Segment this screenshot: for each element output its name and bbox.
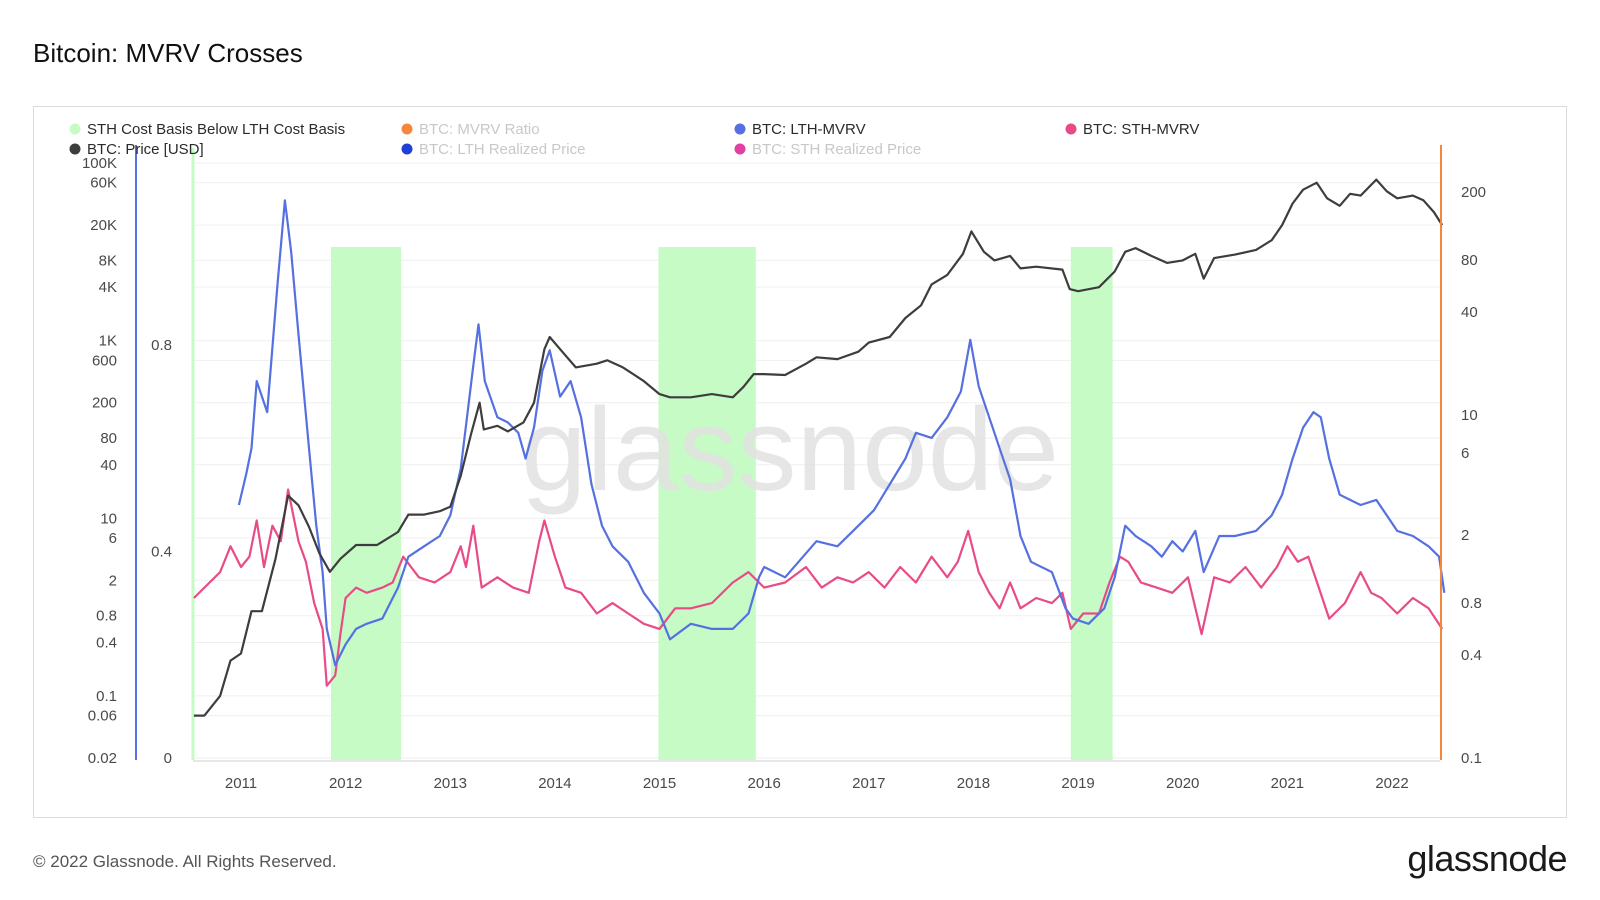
right-tick-label: 40 [1461, 304, 1478, 321]
x-tick-label: 2015 [643, 775, 676, 792]
legend-item[interactable]: BTC: LTH-MVRV [752, 121, 866, 138]
x-tick-label: 2012 [329, 775, 362, 792]
right-tick-label: 80 [1461, 252, 1478, 269]
price-tick-label: 80 [100, 430, 117, 447]
legend-marker [401, 123, 413, 135]
mvrv-tick-label: 0.4 [151, 544, 172, 561]
legend-item[interactable]: BTC: STH Realized Price [752, 141, 921, 158]
legend-item[interactable]: STH Cost Basis Below LTH Cost Basis [87, 121, 345, 138]
mvrv-tick-label: 0.8 [151, 337, 172, 354]
legend-marker [734, 143, 746, 155]
right-tick-label: 6 [1461, 445, 1469, 462]
sth-mvrv-line [193, 488, 1444, 687]
price-tick-label: 0.4 [96, 634, 117, 651]
price-tick-label: 0.1 [96, 688, 117, 705]
x-tick-label: 2017 [852, 775, 885, 792]
price-tick-label: 60K [90, 175, 117, 192]
legend-marker [734, 123, 746, 135]
right-tick-label: 10 [1461, 407, 1478, 424]
right-tick-label: 200 [1461, 184, 1486, 201]
legend-item[interactable]: BTC: Price [USD] [87, 141, 204, 158]
x-tick-label: 2014 [538, 775, 571, 792]
price-tick-label: 6 [109, 530, 117, 547]
legend-marker [1065, 123, 1077, 135]
right-tick-label: 0.1 [1461, 750, 1482, 767]
price-tick-label: 10 [100, 510, 117, 527]
mvrv-tick-label: 0 [164, 750, 172, 767]
price-tick-label: 2 [109, 572, 117, 589]
lth-mvrv-line [237, 199, 1446, 667]
legend-item[interactable]: BTC: MVRV Ratio [419, 121, 540, 138]
page-title: Bitcoin: MVRV Crosses [33, 38, 303, 68]
legend-marker [69, 143, 81, 155]
glassnode-logo[interactable]: glassnode [1407, 838, 1567, 879]
x-tick-label: 2011 [225, 775, 257, 792]
legend-marker [69, 123, 81, 135]
chart-frame [33, 106, 1567, 818]
x-tick-label: 2022 [1375, 775, 1408, 792]
x-tick-label: 2021 [1271, 775, 1304, 792]
price-tick-label: 0.06 [88, 708, 117, 725]
price-tick-label: 1K [99, 333, 117, 350]
legend-item[interactable]: BTC: STH-MVRV [1083, 121, 1199, 138]
price-tick-label: 40 [100, 457, 117, 474]
price-tick-label: 0.8 [96, 608, 117, 625]
sth-below-lth-band [330, 247, 402, 760]
price-line [193, 178, 1444, 717]
x-tick-label: 2016 [747, 775, 780, 792]
right-tick-label: 2 [1461, 527, 1469, 544]
price-tick-label: 8K [99, 252, 117, 269]
x-tick-label: 2019 [1061, 775, 1094, 792]
legend-item[interactable]: BTC: LTH Realized Price [419, 141, 585, 158]
x-tick-label: 2020 [1166, 775, 1199, 792]
watermark: glassnode [521, 384, 1059, 516]
price-tick-label: 100K [82, 155, 117, 172]
x-tick-label: 2018 [957, 775, 990, 792]
legend-marker [401, 143, 413, 155]
price-tick-label: 600 [92, 352, 117, 369]
price-tick-label: 20K [90, 217, 117, 234]
price-tick-label: 4K [99, 279, 117, 296]
copyright-footer: © 2022 Glassnode. All Rights Reserved. [33, 852, 337, 871]
sth-below-lth-band [658, 247, 756, 760]
sth-below-lth-band [1070, 247, 1113, 760]
x-tick-label: 2013 [434, 775, 467, 792]
price-tick-label: 200 [92, 395, 117, 412]
price-tick-label: 0.02 [88, 750, 117, 767]
right-tick-label: 0.8 [1461, 595, 1482, 612]
right-tick-label: 0.4 [1461, 647, 1482, 664]
